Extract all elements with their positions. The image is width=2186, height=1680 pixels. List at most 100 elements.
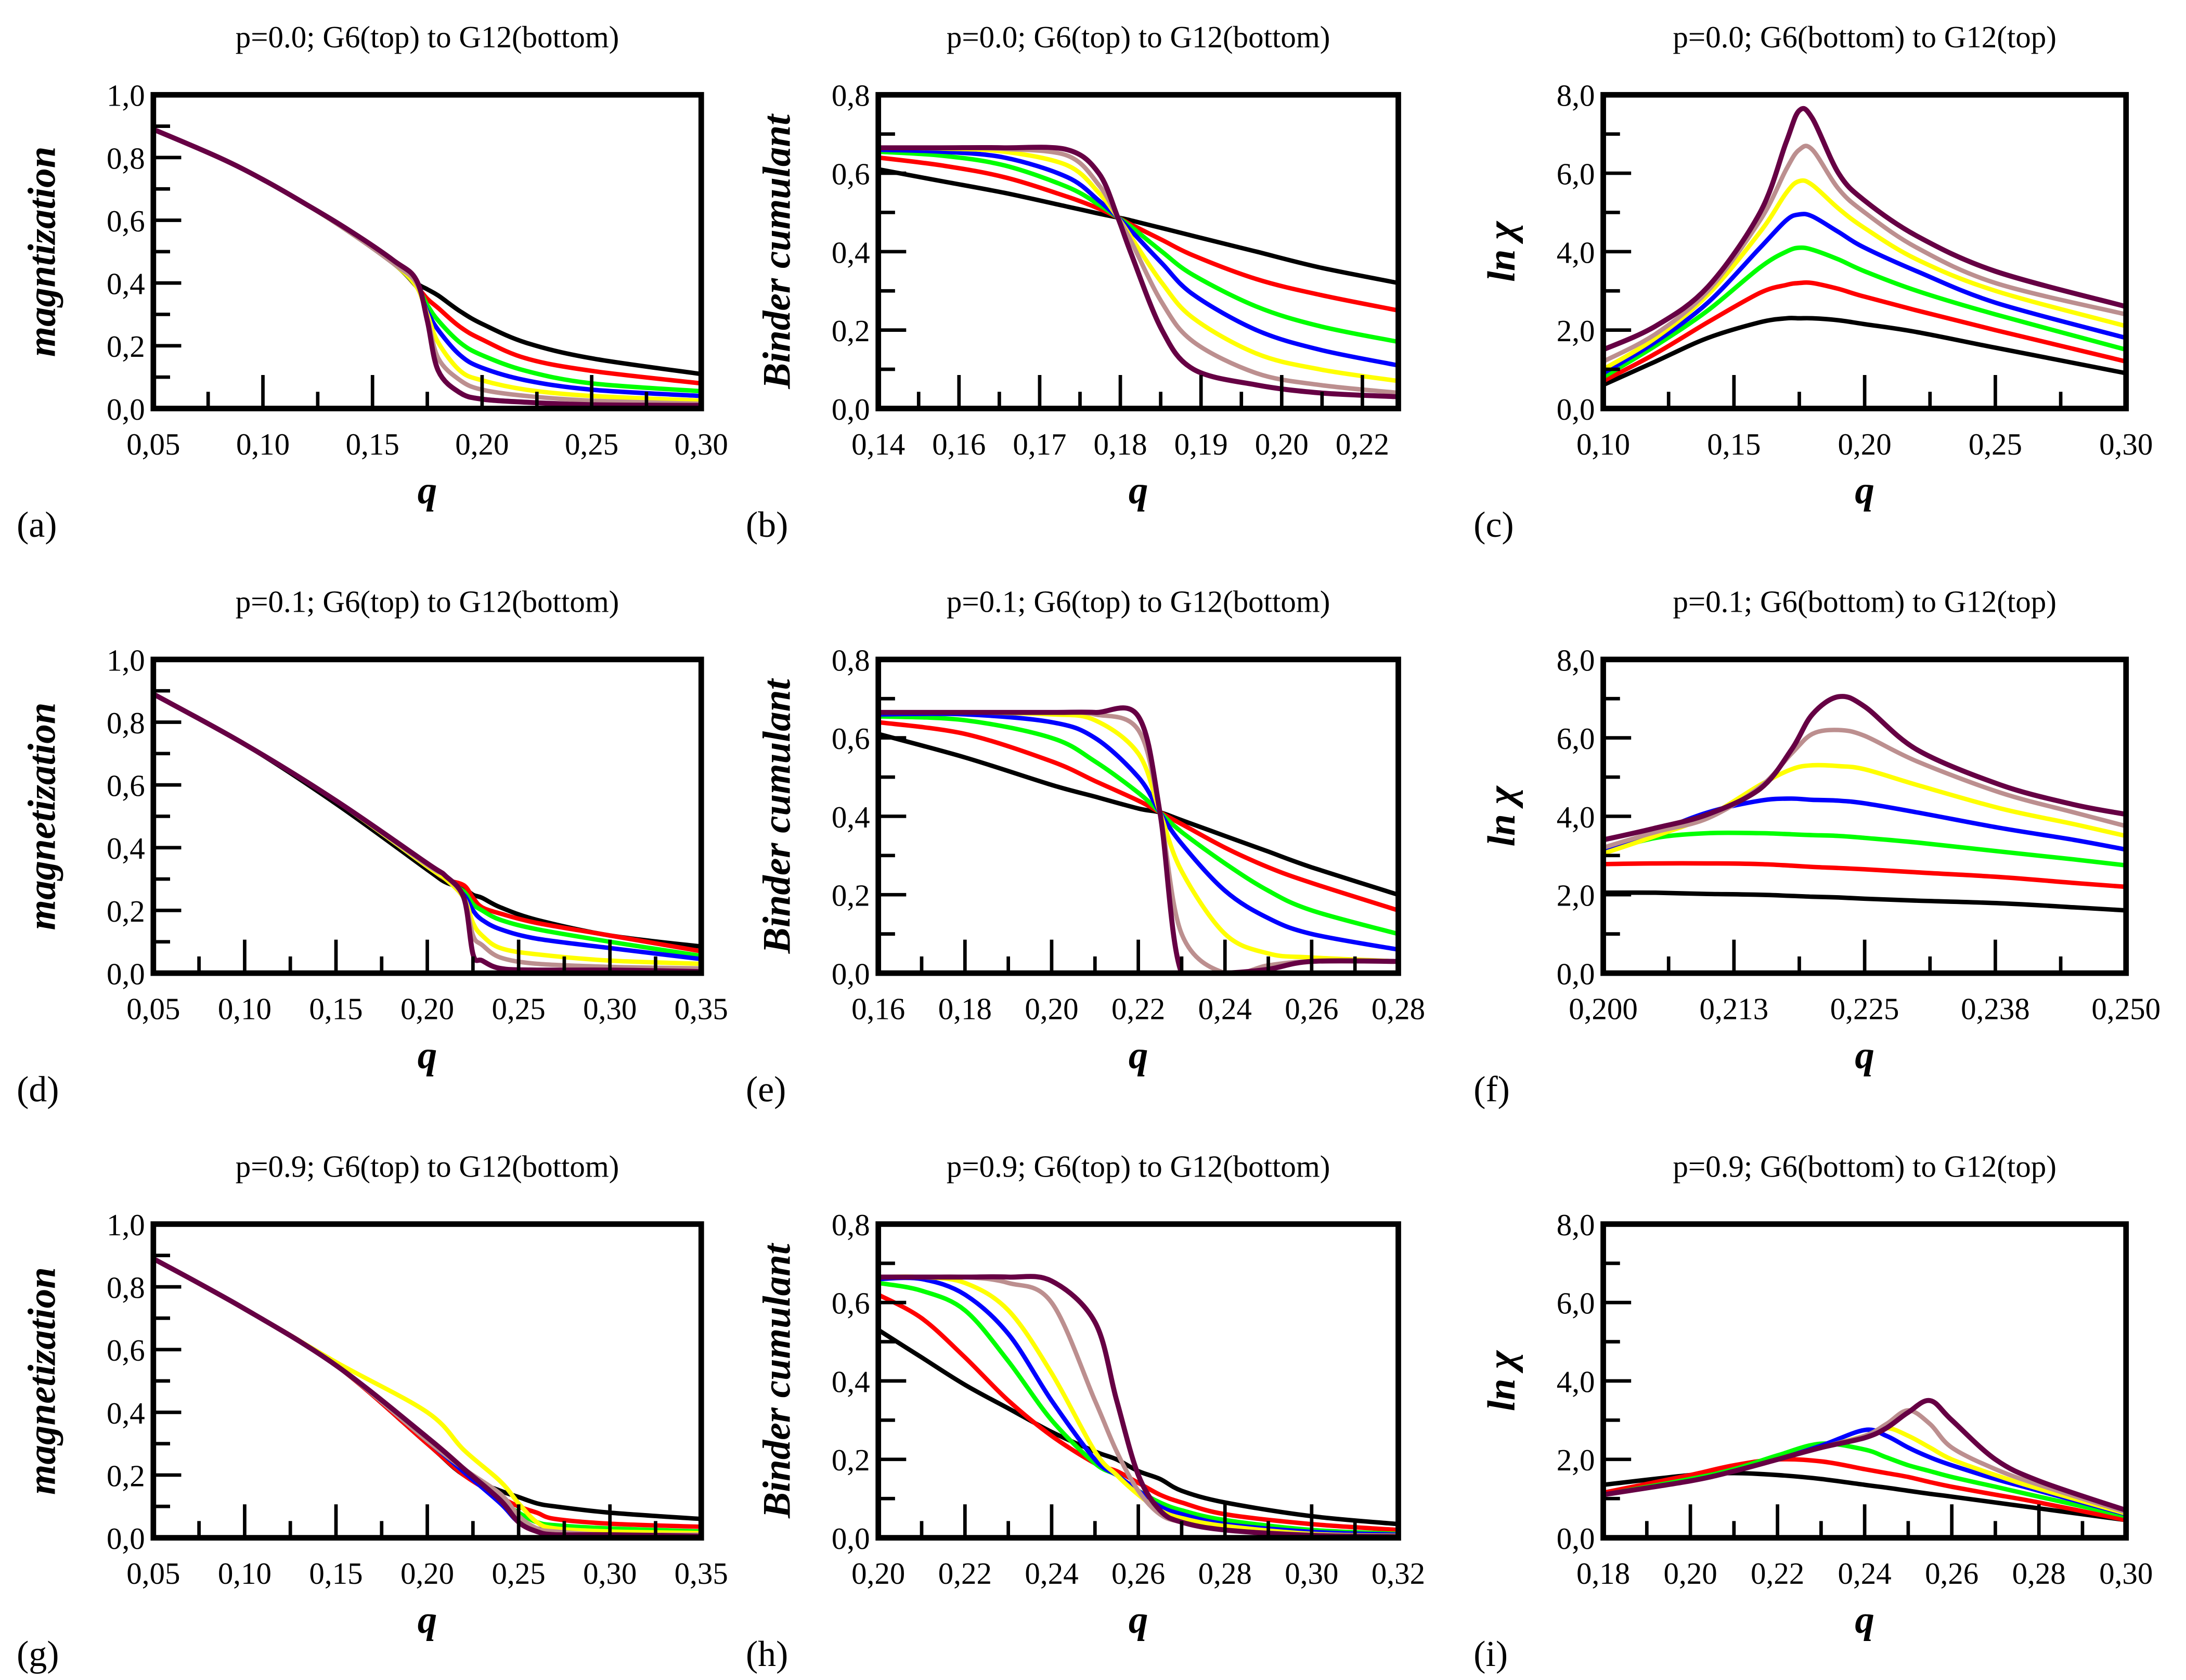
panel-a: p=0.0; G6(top) to G12(bottom) 0,0 0,2 0,4 0,…: [17, 20, 728, 545]
series-line-G12: [153, 127, 702, 408]
x-tick-label: 0,28: [2012, 1556, 2066, 1591]
y-tick-label: 6,0: [1557, 1286, 1595, 1321]
series-line-G8: [153, 1257, 702, 1534]
x-tick-label: 0,35: [675, 1556, 728, 1591]
x-tick-label: 0,30: [675, 427, 728, 461]
x-tick-label: 0,30: [583, 1556, 637, 1591]
panel-title: p=0.9; G6(bottom) to G12(top): [1673, 1149, 2056, 1183]
series-group: [1603, 694, 2126, 913]
panel-i: p=0.9; G6(bottom) to G12(top) 0,0 2,0 4,0 6,…: [1473, 1149, 2153, 1674]
panel-letter: (d): [17, 1070, 59, 1110]
x-axis-label: q: [1129, 469, 1148, 512]
y-tick-label: 0,2: [832, 314, 870, 348]
y-tick-label: 0,6: [832, 1286, 870, 1321]
series-line-G11: [153, 692, 702, 971]
y-tick-label: 6,0: [1557, 721, 1595, 756]
x-tick-label: 0,17: [1013, 427, 1066, 461]
series-line-G12: [1603, 106, 2126, 352]
x-tick-label: 0,200: [1569, 991, 1638, 1026]
y-tick-label: 2,0: [1557, 878, 1595, 913]
y-tick-label: 0,8: [107, 141, 145, 175]
y-tick-label: 0,0: [1557, 957, 1595, 991]
x-tick-label: 0,15: [346, 427, 399, 461]
plot-frame: [1600, 656, 2129, 976]
series-line-G9: [153, 127, 702, 398]
series-line-G6: [153, 692, 702, 949]
x-tick-label: 0,10: [1576, 427, 1630, 461]
panel-d: p=0.1; G6(top) to G12(bottom) 0,0 0,2 0,4 0,…: [17, 585, 728, 1110]
y-tick-label: 0,6: [107, 769, 145, 803]
y-tick-label: 0,8: [107, 706, 145, 740]
series-line-G9: [1603, 212, 2126, 376]
y-tick-label: 0,8: [107, 1271, 145, 1305]
series-line-G6: [153, 1257, 702, 1521]
y-axis-label: magnetization: [21, 1267, 64, 1495]
y-axis-label: Binder cumulant: [755, 678, 798, 954]
y-tick-label: 8,0: [1557, 79, 1595, 113]
series-line-G10: [153, 1257, 702, 1535]
panel-letter: (c): [1473, 505, 1514, 545]
y-tick-label: 0,2: [832, 1443, 870, 1477]
x-tick-label: 0,32: [1372, 1556, 1425, 1591]
x-tick-label: 0,24: [1198, 991, 1252, 1026]
x-tick-label: 0,18: [938, 991, 992, 1026]
y-tick-label: 0,4: [832, 1364, 870, 1399]
x-tick-label: 0,18: [1093, 427, 1147, 461]
y-tick-label: 4,0: [1557, 235, 1595, 269]
x-axis-label: q: [1855, 1033, 1874, 1077]
panel-title: p=0.9; G6(top) to G12(bottom): [236, 1149, 619, 1183]
panel-c: p=0.0; G6(bottom) to G12(top) 0,0 2,0 4,0 6,…: [1473, 20, 2153, 545]
x-tick-label: 0,25: [492, 991, 546, 1026]
x-tick-label: 0,20: [1255, 427, 1309, 461]
x-tick-label: 0,35: [675, 991, 728, 1026]
series-line-G11: [1603, 144, 2126, 364]
panel-title: p=0.1; G6(top) to G12(bottom): [236, 585, 619, 619]
y-tick-label: 0,0: [832, 392, 870, 427]
series-line-G10: [878, 1274, 1399, 1538]
x-tick-label: 0,05: [126, 991, 180, 1026]
y-tick-label: 0,4: [832, 235, 870, 269]
x-tick-label: 0,30: [2099, 1556, 2153, 1591]
y-tick-label: 2,0: [1557, 314, 1595, 348]
panel-title: p=0.0; G6(top) to G12(bottom): [947, 20, 1330, 54]
x-tick-label: 0,19: [1174, 427, 1228, 461]
series-line-G12: [1603, 1398, 2126, 1513]
series-line-G12: [1603, 694, 2126, 843]
series-line-G7: [1603, 861, 2126, 889]
x-tick-label: 0,18: [1576, 1556, 1630, 1591]
x-tick-label: 0,250: [2091, 991, 2161, 1026]
y-tick-label: 0,2: [832, 878, 870, 913]
series-group: [153, 127, 702, 408]
x-tick-label: 0,225: [1830, 991, 1899, 1026]
y-axis-label: magnetization: [21, 703, 64, 931]
plot-frame: [150, 92, 704, 411]
series-line-G7: [1603, 1457, 2126, 1522]
x-tick-label: 0,20: [851, 1556, 905, 1591]
y-tick-label: 4,0: [1557, 800, 1595, 834]
panel-title: p=0.1; G6(top) to G12(bottom): [947, 585, 1330, 619]
series-line-G12: [878, 705, 1399, 973]
x-tick-label: 0,25: [492, 1556, 546, 1591]
y-tick-label: 0,4: [832, 800, 870, 834]
y-tick-label: 2,0: [1557, 1443, 1595, 1477]
series-line-G6: [878, 1328, 1399, 1527]
plot-frame: [875, 92, 1401, 411]
series-group: [1603, 106, 2126, 387]
series-line-G11: [1603, 728, 2126, 850]
y-tick-label: 0,6: [832, 157, 870, 191]
plot-frame: [150, 656, 704, 976]
y-tick-label: 4,0: [1557, 1364, 1595, 1399]
panel-f: p=0.1; G6(bottom) to G12(top) 0,0 2,0 4,0 6,…: [1473, 585, 2161, 1110]
y-axis-label: Binder cumulant: [755, 113, 798, 390]
y-tick-label: 0,8: [832, 1208, 870, 1242]
x-tick-label: 0,10: [218, 991, 271, 1026]
x-tick-label: 0,22: [1336, 427, 1389, 461]
x-tick-label: 0,26: [1111, 1556, 1165, 1591]
x-tick-label: 0,16: [932, 427, 986, 461]
y-tick-label: 0,6: [107, 1333, 145, 1367]
panel-title: p=0.0; G6(bottom) to G12(top): [1673, 20, 2056, 54]
y-tick-label: 0,0: [107, 392, 145, 427]
series-line-G8: [1603, 245, 2126, 379]
series-line-G7: [153, 1257, 702, 1529]
y-tick-label: 1,0: [107, 643, 145, 677]
